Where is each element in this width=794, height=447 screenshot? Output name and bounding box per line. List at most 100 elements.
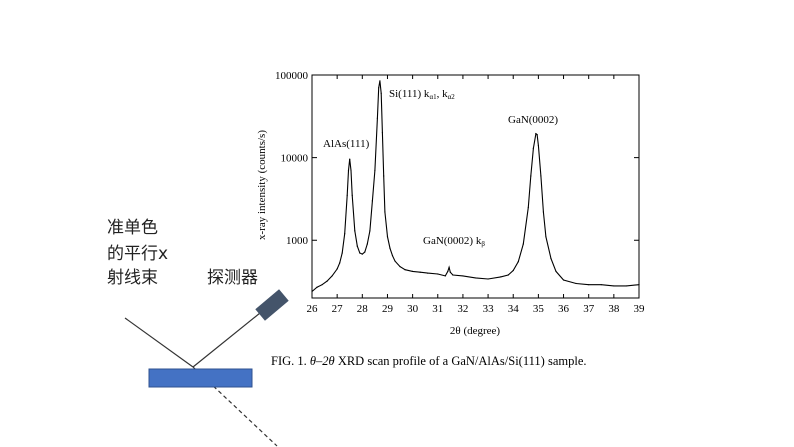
data-point xyxy=(542,211,545,213)
data-point xyxy=(361,253,363,255)
series-points xyxy=(311,80,640,293)
data-point xyxy=(321,284,323,286)
detector-box xyxy=(255,289,289,321)
data-point xyxy=(356,245,358,247)
data-point xyxy=(351,194,353,196)
data-point xyxy=(394,260,396,262)
data-point xyxy=(535,133,537,135)
data-point xyxy=(625,285,628,287)
data-point xyxy=(311,290,313,293)
annotation-si: Si(111) kα1, kα2 xyxy=(389,88,455,101)
annotation-gan: GaN(0002) xyxy=(508,114,558,126)
data-point xyxy=(447,270,449,272)
data-point xyxy=(452,274,454,276)
data-point xyxy=(391,255,394,257)
data-point xyxy=(419,271,421,273)
data-point xyxy=(350,169,352,172)
data-point xyxy=(380,92,382,94)
transmitted-beam xyxy=(192,366,278,447)
x-ticks: 26 27 28 29 30 31 32 33 34 35 36 37 38 39 xyxy=(307,75,646,315)
data-point xyxy=(383,175,385,177)
data-point xyxy=(530,175,532,177)
annotation-gan-kb: GaN(0002) kβ xyxy=(423,235,485,248)
plot-frame xyxy=(311,74,640,299)
data-point xyxy=(369,230,371,232)
data-point xyxy=(349,158,351,160)
data-point xyxy=(444,275,446,277)
x-tick-label: 36 xyxy=(558,303,570,315)
data-point xyxy=(536,133,538,136)
annotation-gan-kb-sub: β xyxy=(481,240,485,248)
y-tick-label: 10000 xyxy=(281,153,309,165)
data-point xyxy=(545,236,547,238)
xrd-series-line xyxy=(311,80,640,292)
annotation-si-sub2: α2 xyxy=(448,93,456,101)
data-point xyxy=(331,275,333,277)
data-point xyxy=(404,269,406,271)
data-point xyxy=(339,262,341,264)
data-point xyxy=(474,277,477,279)
sample-plate xyxy=(148,368,253,388)
data-point xyxy=(437,273,439,275)
data-point xyxy=(344,233,346,235)
data-point xyxy=(600,284,602,286)
data-point xyxy=(366,243,368,245)
data-point xyxy=(462,275,464,277)
data-point xyxy=(326,280,328,282)
data-point xyxy=(384,211,386,213)
y-axis-label: x-ray intensity (counts/s) xyxy=(256,130,268,240)
data-point xyxy=(517,261,519,263)
data-point xyxy=(562,279,565,281)
detector-label: 探测器 xyxy=(207,268,258,288)
data-point xyxy=(354,230,356,232)
x-tick-label: 27 xyxy=(332,303,344,315)
beam-label-line-2: 的平行x xyxy=(107,244,169,264)
data-point xyxy=(532,147,534,149)
data-point xyxy=(376,117,378,119)
data-point xyxy=(448,266,450,268)
data-point xyxy=(379,80,381,82)
data-point xyxy=(381,132,384,134)
y-tick-label: 100000 xyxy=(275,70,309,82)
data-point xyxy=(638,284,640,286)
caption-rest: XRD scan profile of a GaN/AlAs/Si(111) s… xyxy=(334,354,587,368)
data-point xyxy=(378,87,380,89)
data-point xyxy=(550,257,552,260)
data-point xyxy=(427,272,429,274)
data-point xyxy=(336,268,338,270)
y-ticks: 1000 10000 100000 xyxy=(275,70,639,247)
data-point xyxy=(540,175,542,177)
x-tick-label: 34 xyxy=(508,303,520,315)
x-tick-label: 35 xyxy=(533,303,545,315)
data-point xyxy=(374,169,376,172)
beam-label-line-3: 射线束 xyxy=(107,268,158,288)
data-point xyxy=(412,270,414,272)
data-point xyxy=(613,285,615,287)
x-tick-label: 32 xyxy=(457,303,468,315)
data-point xyxy=(389,247,391,249)
data-point xyxy=(347,169,350,172)
data-point xyxy=(359,252,361,254)
data-point xyxy=(537,144,539,147)
data-point xyxy=(512,269,514,272)
x-tick-label: 33 xyxy=(483,303,495,315)
data-point xyxy=(527,206,529,208)
x-tick-label: 30 xyxy=(407,303,419,315)
data-point xyxy=(341,252,343,254)
data-point xyxy=(371,200,373,202)
x-tick-label: 26 xyxy=(307,303,319,315)
x-tick-label: 37 xyxy=(583,303,595,315)
beam-label-line-1: 准单色 xyxy=(107,218,158,238)
y-tick-label: 1000 xyxy=(286,235,309,247)
data-point xyxy=(588,284,590,286)
annotation-si-sub1: α1 xyxy=(429,93,437,101)
diffracted-beam xyxy=(192,312,261,368)
x-tick-label: 31 xyxy=(432,303,443,315)
data-point xyxy=(500,276,502,278)
data-point xyxy=(449,271,451,273)
annotation-gan-kb-main: GaN(0002) k xyxy=(423,235,482,247)
x-tick-label: 28 xyxy=(357,303,369,315)
x-tick-label: 39 xyxy=(634,303,646,315)
